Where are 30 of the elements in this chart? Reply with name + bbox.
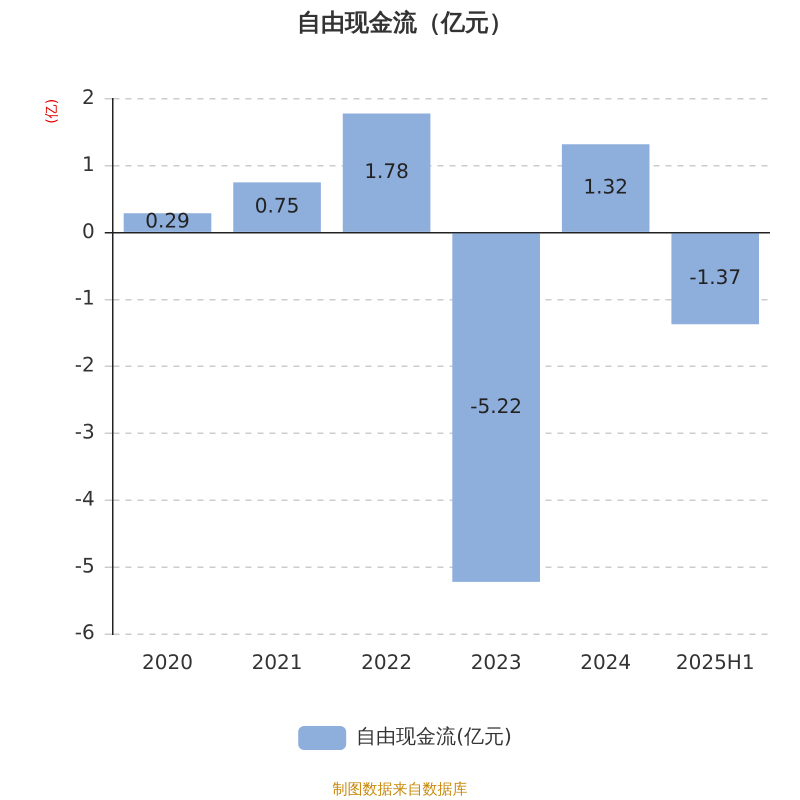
x-tick-label: 2025H1	[676, 650, 755, 674]
bar	[342, 114, 430, 232]
y-tick-label: -5	[74, 553, 95, 578]
bar	[233, 182, 321, 232]
y-tick-label: -2	[74, 352, 95, 377]
data-label: -1.37	[689, 265, 742, 290]
x-tick-label: 2024	[580, 650, 632, 674]
bar	[671, 233, 760, 324]
y-tick-label: -1	[74, 286, 95, 310]
y-tick-label: -6	[74, 620, 95, 644]
y-tick-label: 2	[82, 85, 95, 110]
x-tick-label: 2020	[142, 650, 193, 674]
x-tick-label: 2021	[252, 650, 303, 674]
legend-label: 自由现金流(亿元)	[356, 724, 512, 748]
x-tick-label: 2022	[361, 650, 412, 674]
chart-title: 自由现金流（亿元）	[297, 8, 513, 37]
data-label: 1.32	[583, 174, 628, 198]
bar	[452, 233, 540, 582]
y-tick-label: 1	[82, 152, 95, 176]
y-tick-label: -4	[74, 486, 95, 510]
x-tick-label: 2023	[470, 650, 522, 674]
data-label: -5.22	[470, 394, 522, 418]
y-tick-label: 0	[82, 218, 95, 243]
data-label: 1.78	[364, 158, 409, 183]
bar	[562, 144, 650, 232]
data-label: 0.75	[254, 193, 300, 218]
data-label: 0.29	[145, 208, 190, 233]
y-tick-label: -3	[74, 420, 95, 444]
y-axis-title: (亿)	[44, 98, 60, 124]
text: 制图数据来自数据库	[332, 780, 468, 798]
